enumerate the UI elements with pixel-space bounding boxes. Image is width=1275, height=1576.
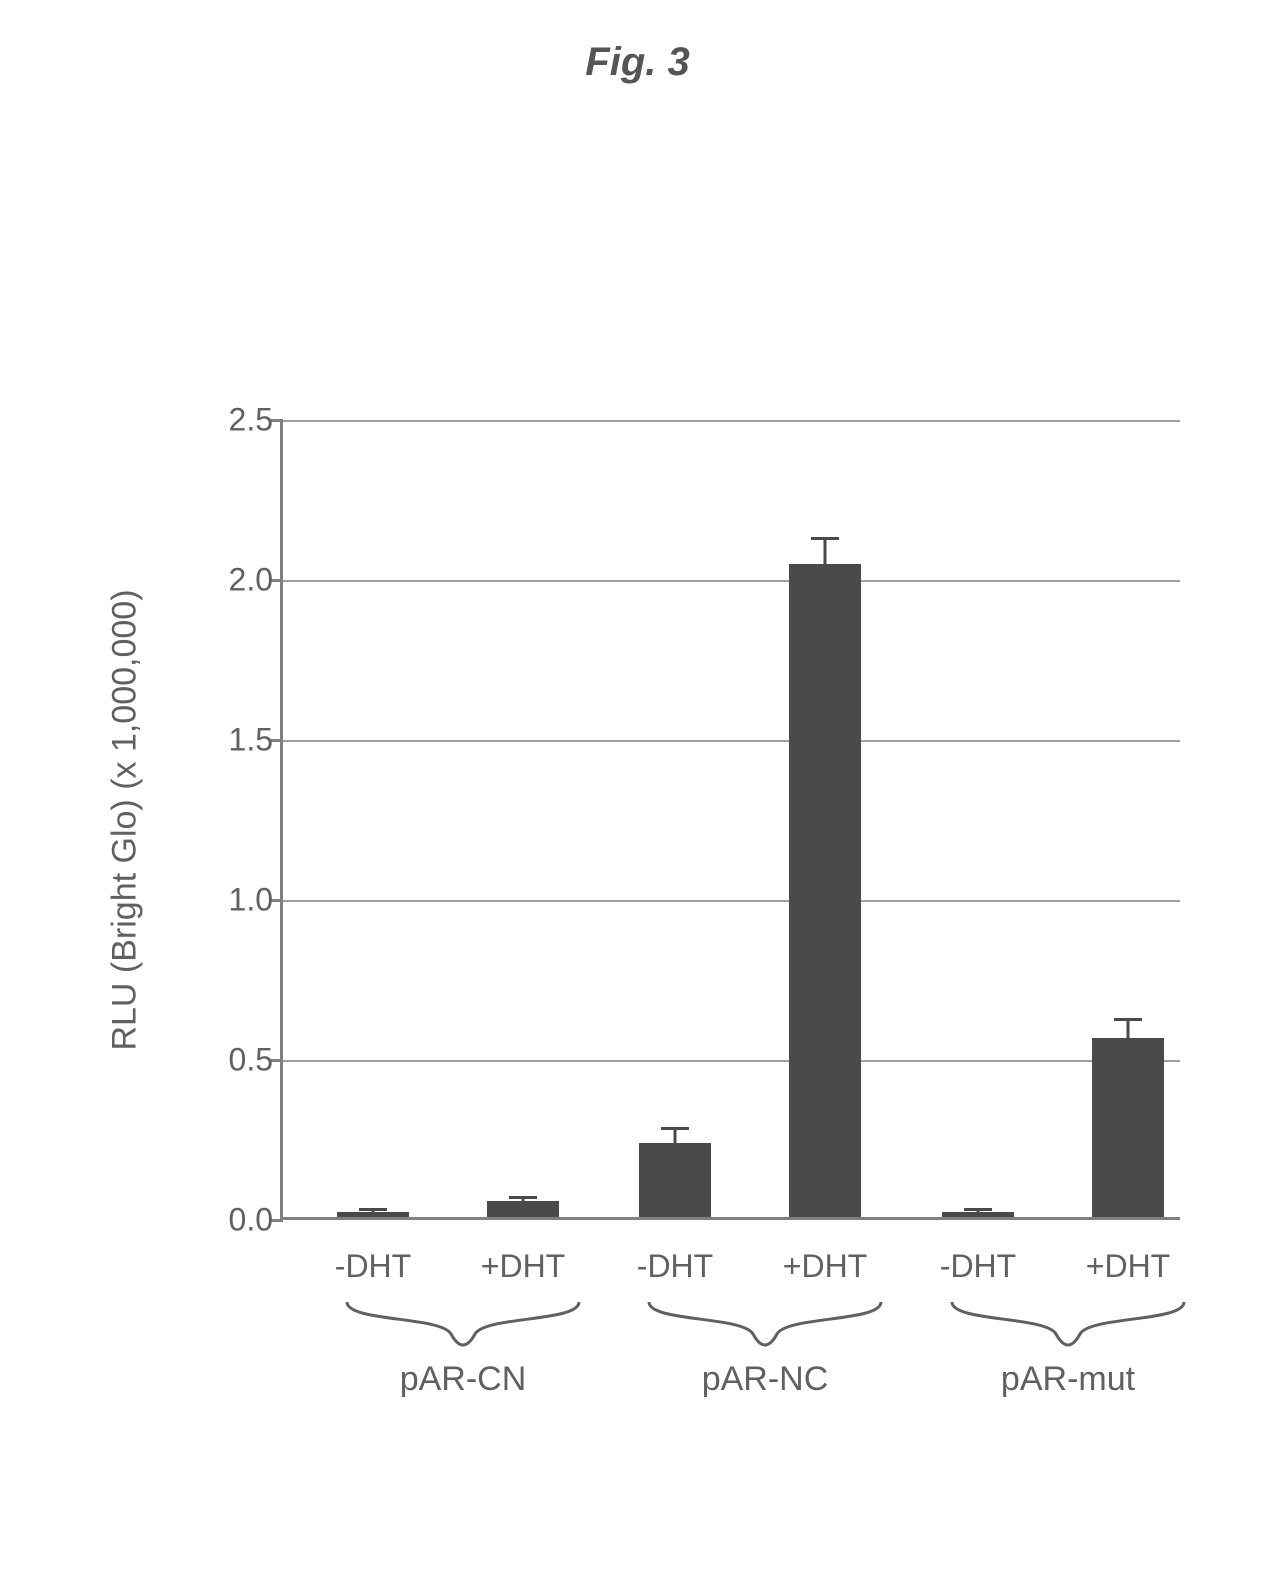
bar-fill — [789, 564, 861, 1217]
group-brace — [948, 1300, 1188, 1360]
error-cap — [359, 1208, 387, 1211]
x-tick-label: -DHT — [637, 1248, 713, 1285]
bar-fill — [487, 1201, 559, 1217]
x-tick-label: +DHT — [1086, 1248, 1170, 1285]
bar — [639, 417, 711, 1217]
gridline — [283, 580, 1180, 582]
ytick-label: 0.5 — [205, 1042, 273, 1079]
y-axis-label: RLU (Bright Glo) (x 1,000,000) — [106, 589, 145, 1050]
ytick-label: 1.5 — [205, 722, 273, 759]
gridline — [283, 900, 1180, 902]
group-brace — [343, 1300, 583, 1360]
error-cap — [964, 1208, 992, 1211]
x-tick-label: -DHT — [940, 1248, 1016, 1285]
bar — [487, 417, 559, 1217]
group-label: pAR-mut — [1001, 1360, 1135, 1399]
error-bar — [824, 539, 827, 565]
group-brace — [645, 1300, 885, 1360]
x-tick-label: +DHT — [783, 1248, 867, 1285]
bar — [1092, 417, 1164, 1217]
error-cap — [1114, 1018, 1142, 1021]
chart: RLU (Bright Glo) (x 1,000,000) 0.00.51.0… — [80, 420, 1210, 1500]
bar — [942, 417, 1014, 1217]
error-cap — [509, 1196, 537, 1199]
gridline — [283, 740, 1180, 742]
error-bar — [1127, 1020, 1130, 1038]
plot-area: 0.00.51.01.52.02.5-DHT+DHT-DHT+DHT-DHT+D… — [280, 420, 1180, 1220]
ytick-label: 1.0 — [205, 882, 273, 919]
bar-fill — [639, 1143, 711, 1217]
group-label: pAR-NC — [702, 1360, 829, 1399]
bar — [789, 417, 861, 1217]
group-label: pAR-CN — [400, 1360, 527, 1399]
error-cap — [811, 537, 839, 540]
x-tick-label: +DHT — [481, 1248, 565, 1285]
ytick-label: 2.5 — [205, 402, 273, 439]
x-tick-label: -DHT — [335, 1248, 411, 1285]
error-cap — [661, 1127, 689, 1130]
ytick-label: 0.0 — [205, 1202, 273, 1239]
bar-fill — [942, 1212, 1014, 1217]
ytick-label: 2.0 — [205, 562, 273, 599]
bar-fill — [1092, 1038, 1164, 1217]
bar — [337, 417, 409, 1217]
gridline — [283, 420, 1180, 422]
figure-title: Fig. 3 — [585, 40, 689, 85]
gridline — [283, 1060, 1180, 1062]
bar-fill — [337, 1212, 409, 1217]
error-bar — [674, 1129, 677, 1143]
